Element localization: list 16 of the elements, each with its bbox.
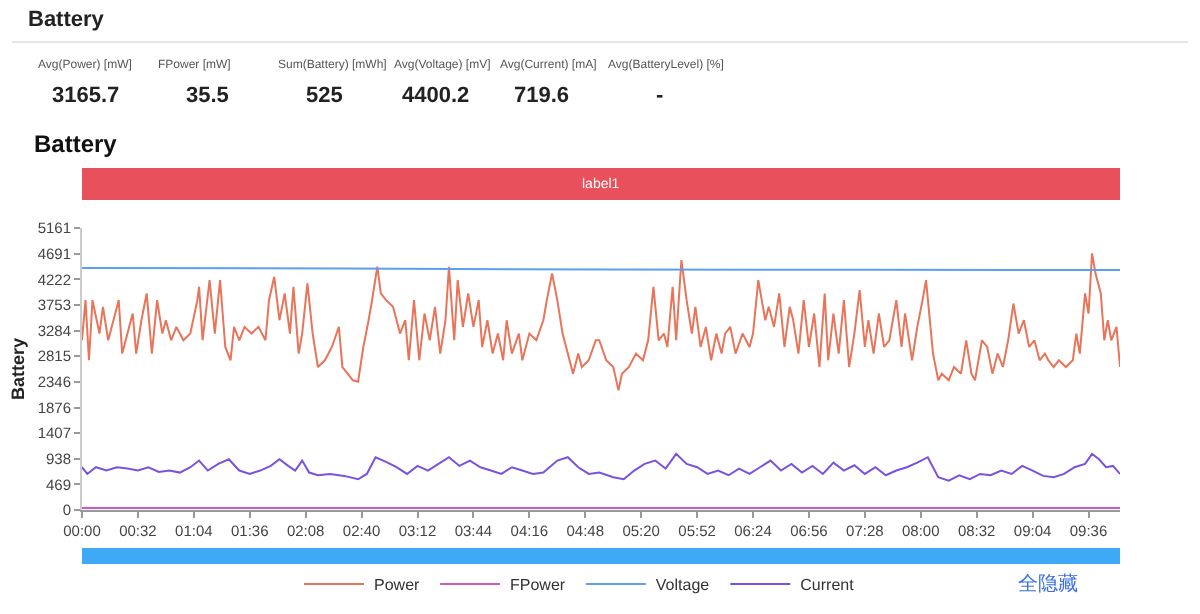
text: - — [656, 84, 664, 108]
text: 719.6 — [514, 84, 570, 108]
text: 全隐藏 — [1018, 572, 1078, 596]
text: Battery — [28, 8, 106, 32]
legend-label: Power — [374, 576, 421, 595]
text: 3165.7 — [52, 84, 120, 108]
text: 4400.2 — [402, 84, 470, 108]
y-axis-title: Battery — [8, 337, 29, 401]
line-series — [82, 452, 1120, 482]
legend-label: Voltage — [655, 576, 711, 595]
text: 525 — [306, 84, 343, 108]
chart-title: Battery — [34, 130, 118, 159]
text: 35.5 — [186, 84, 229, 108]
line-series — [82, 252, 1120, 392]
legend-label: Current — [800, 576, 856, 595]
legend-label: FPower — [510, 576, 566, 595]
